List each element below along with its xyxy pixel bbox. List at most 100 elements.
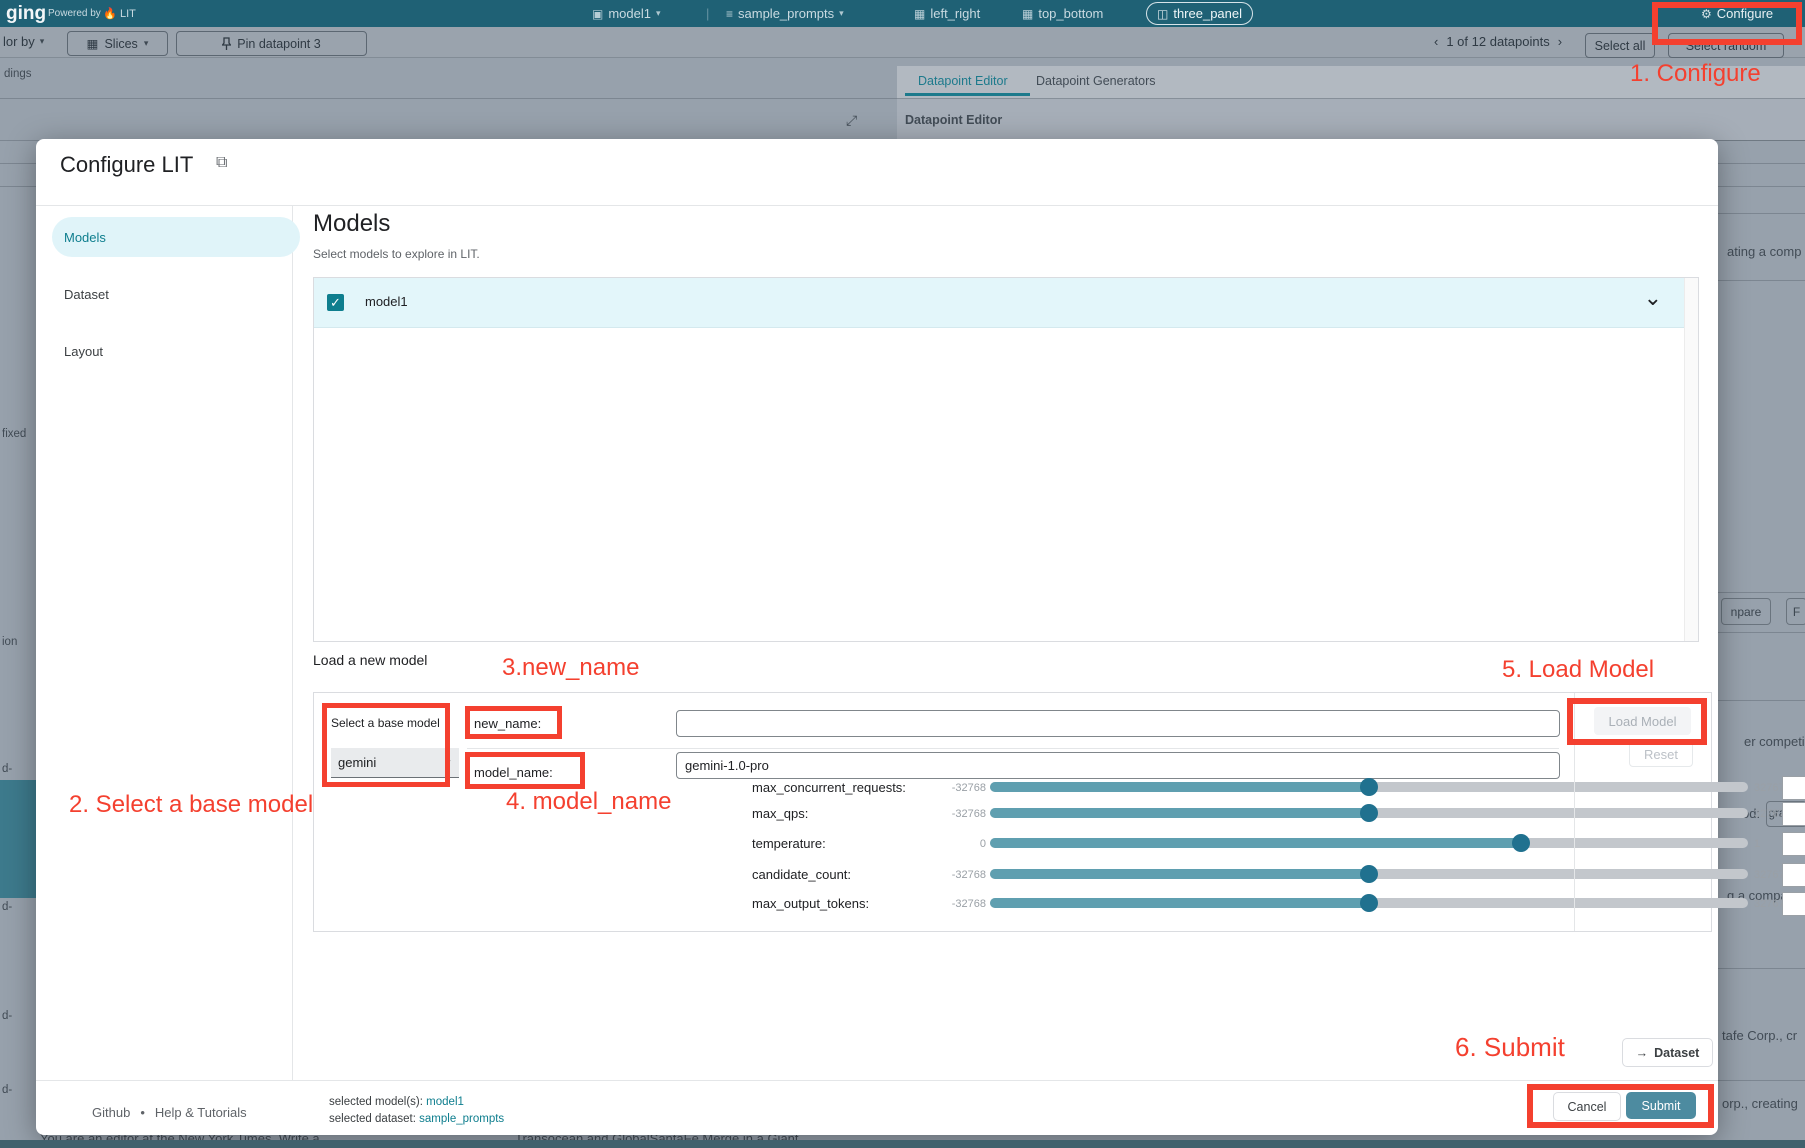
param-spinner[interactable]: 256▴▾ <box>1782 892 1805 916</box>
slider-thumb[interactable] <box>1360 778 1378 796</box>
param-spinner[interactable]: 4▴▾ <box>1782 776 1805 800</box>
grid-icon: ▦ <box>914 6 926 21</box>
param-max: 32767 <box>1754 808 1785 820</box>
param-slider[interactable] <box>990 834 1748 852</box>
bg-selected-row <box>0 780 36 898</box>
bg-fragment: er competito <box>1744 734 1805 749</box>
background-tab-strip <box>897 66 1805 98</box>
chevron-down-icon: ▾ <box>143 38 149 48</box>
tab-datapoint-generators[interactable]: Datapoint Generators <box>1036 74 1156 88</box>
chevron-down-icon: ▾ <box>39 36 45 46</box>
param-label: max_output_tokens: <box>752 896 870 911</box>
load-new-model-label: Load a new model <box>313 652 428 668</box>
param-label: max_qps: <box>752 806 809 821</box>
arrow-right-icon: → <box>1635 1045 1649 1060</box>
external-link-icon[interactable]: ⧉ <box>216 154 228 171</box>
background-panel-title: Datapoint Editor <box>905 113 1003 127</box>
bg-pair-button: F <box>1786 598 1805 625</box>
grid-icon: ▦ <box>86 37 99 51</box>
go-to-dataset-button[interactable]: → Dataset <box>1622 1038 1713 1067</box>
layout-tab-top-bottom[interactable]: ▦ top_bottom <box>1022 6 1104 21</box>
load-model-form: Select a base model gemini ▼ new_name: m… <box>313 692 1805 932</box>
help-tutorials-link[interactable]: Help & Tutorials <box>154 1105 247 1120</box>
slices-button[interactable]: ▦ Slices ▾ <box>67 31 168 56</box>
slider-thumb[interactable] <box>1360 865 1378 883</box>
param-slider[interactable] <box>990 894 1748 912</box>
cancel-button[interactable]: Cancel <box>1553 1092 1621 1121</box>
param-max: 32767 <box>1754 898 1785 910</box>
models-list-scrollbar[interactable] <box>1684 278 1698 641</box>
model-selector[interactable]: ▣ model1 ▾ <box>592 6 661 21</box>
slider-thumb[interactable] <box>1360 804 1378 822</box>
next-datapoint-button[interactable]: › <box>1557 34 1563 49</box>
color-by-dropdown[interactable]: lor by ▾ <box>3 34 45 49</box>
model-row[interactable]: ✓ model1 ⌄ <box>314 278 1684 328</box>
layout-tab-three-panel[interactable]: ◫ three_panel <box>1146 2 1254 25</box>
param-label: temperature: <box>752 836 826 851</box>
sidebar-item-layout[interactable]: Layout <box>64 344 104 359</box>
sidebar-item-dataset[interactable]: Dataset <box>64 287 109 302</box>
annotation-box-submit <box>1527 1084 1714 1128</box>
slider-thumb[interactable] <box>1360 894 1378 912</box>
annotation-box-new-name <box>465 706 562 739</box>
secondary-toolbar: lor by ▾ ▦ Slices ▾ Pin datapoint 3 ‹ 1 o… <box>0 27 1805 58</box>
param-spinner[interactable]: 0.7▴▾ <box>1782 832 1805 856</box>
model-checkbox[interactable]: ✓ <box>327 294 344 311</box>
chevron-down-icon[interactable]: ⌄ <box>1643 285 1662 310</box>
panel-icon: ◫ <box>1157 6 1169 21</box>
annotation-box-configure <box>1652 2 1802 45</box>
bg-fragment: orp., creating <box>1722 1096 1798 1111</box>
pin-datapoint-button[interactable]: Pin datapoint 3 <box>176 31 367 56</box>
annotation-box-base-model <box>322 703 450 787</box>
slider-thumb[interactable] <box>1512 834 1530 852</box>
chevron-down-icon: ▾ <box>839 8 844 18</box>
dataset-selector[interactable]: ≡ sample_prompts ▾ <box>726 6 844 21</box>
datapoint-pagination: ‹ 1 of 12 datapoints › <box>1434 34 1563 49</box>
param-min: 0 <box>979 838 986 850</box>
param-slider[interactable] <box>990 804 1748 822</box>
lit-logo: LIT <box>120 7 136 20</box>
configure-button[interactable]: ⚙ Configure <box>1701 6 1774 21</box>
layout-tab-left-right[interactable]: ▦ left_right <box>914 6 981 21</box>
new-name-input[interactable] <box>676 710 1560 737</box>
bg-fragment: d- <box>2 901 13 913</box>
submit-button[interactable]: Submit <box>1626 1092 1696 1119</box>
list-icon: ≡ <box>726 6 734 21</box>
bg-fragment: fixed <box>2 428 27 440</box>
param-slider[interactable] <box>990 778 1748 796</box>
annotation-3: 3.new_name <box>502 654 640 681</box>
select-all-button[interactable]: Select all <box>1585 33 1655 58</box>
param-label: candidate_count: <box>752 867 852 882</box>
configure-lit-dialog: Configure LIT ⧉ Models Dataset Layout Mo… <box>36 139 1805 1135</box>
param-spinner[interactable]: 25▴▾ <box>1782 802 1805 826</box>
bg-fragment: ating a comp <box>1727 244 1802 259</box>
base-model-select[interactable]: gemini ▼ <box>331 748 459 778</box>
github-link[interactable]: Github <box>92 1105 131 1120</box>
model-name-input[interactable] <box>676 752 1560 779</box>
model-name-label: model_name: <box>474 765 553 780</box>
annotation-box-load-model <box>1567 698 1707 745</box>
prev-datapoint-button[interactable]: ‹ <box>1434 34 1439 49</box>
param-slider[interactable] <box>990 865 1748 883</box>
param-min: -32768 <box>951 898 986 910</box>
section-subtitle: Select models to explore in LIT. <box>313 247 480 261</box>
tab-datapoint-editor[interactable]: Datapoint Editor <box>918 74 1008 88</box>
top-app-bar: ging Powered by 🔥 LIT ▣ model1 ▾ | ≡ sam… <box>0 0 1805 28</box>
dialog-title: Configure LIT <box>60 152 194 177</box>
sidebar-item-models[interactable]: Models <box>52 217 300 257</box>
bg-fragment: d- <box>2 1084 13 1096</box>
load-model-button[interactable]: Load Model <box>1594 707 1691 735</box>
param-min: -32768 <box>951 782 986 794</box>
background-embeddings-title: dings <box>4 68 32 80</box>
grid-icon: ▦ <box>1022 6 1034 21</box>
selected-model-link[interactable]: model1 <box>426 1096 464 1108</box>
new-name-label: new_name: <box>474 716 542 731</box>
selected-model-status: selected model(s): model1 <box>329 1096 464 1108</box>
param-max: 32767 <box>1754 869 1785 881</box>
selected-dataset-link[interactable]: sample_prompts <box>419 1113 505 1125</box>
expand-icon[interactable]: ⤢ <box>846 112 858 128</box>
annotation-4: 4. model_name <box>506 788 672 815</box>
param-spinner[interactable]: 1▴▾ <box>1782 863 1805 887</box>
chevron-down-icon: ▾ <box>655 8 661 18</box>
